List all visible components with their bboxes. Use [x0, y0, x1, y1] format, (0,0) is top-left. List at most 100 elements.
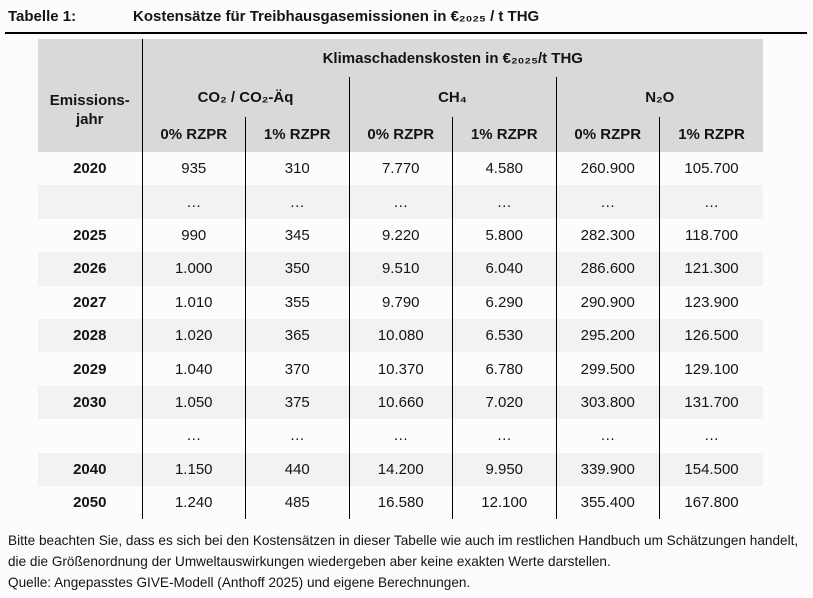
value-cell: 9.220	[348, 218, 453, 253]
value-cell: 10.370	[348, 352, 453, 386]
table-row: 2020 935 310 7.770 4.580 260.900 105.700	[38, 152, 764, 186]
value-cell: 1.020	[174, 327, 213, 345]
value-cell: 12.100	[452, 485, 556, 520]
group-header: CH₄	[348, 77, 556, 117]
value-cell: 1.150	[174, 460, 213, 478]
value-cell: 1.240	[174, 494, 213, 512]
value-cell: 355	[245, 285, 349, 319]
value-cell: 375	[245, 385, 349, 420]
value-cell: 350	[245, 252, 349, 286]
source-note: Quelle: Angepasstes GIVE-Modell (Anthoff…	[8, 575, 471, 591]
table-caption-label: Tabelle 1:	[8, 8, 77, 25]
value-cell: 14.200	[348, 452, 453, 486]
value-cell: …	[186, 193, 202, 211]
value-cell: 6.530	[452, 318, 556, 353]
value-cell: 131.700	[659, 385, 764, 420]
subheader-cell: 0% RZPR	[141, 117, 246, 152]
value-cell: 1.040	[174, 360, 213, 378]
value-cell: 310	[245, 152, 349, 186]
subheader-cell: 0% RZPR	[348, 117, 453, 152]
value-cell: 6.780	[452, 352, 556, 386]
value-cell: …	[245, 419, 349, 453]
table-notes: Bitte beachten Sie, dass es sich bei den…	[8, 530, 805, 593]
value-cell: 167.800	[659, 485, 764, 520]
value-cell: 485	[245, 485, 349, 520]
value-cell: …	[555, 185, 660, 219]
header-row-groups: CO₂ / CO₂-Äq CH₄ N₂O	[38, 77, 764, 117]
disclaimer-note: Bitte beachten Sie, dass es sich bei den…	[8, 533, 799, 570]
year-cell: 2040	[38, 452, 143, 486]
value-cell: 303.800	[555, 385, 660, 420]
year-cell	[38, 419, 143, 453]
value-cell: 990	[181, 226, 207, 244]
table-row: 2026 1.000 350 9.510 6.040 286.600 121.300	[38, 252, 764, 286]
year-cell: 2020	[38, 152, 143, 186]
span-header: Klimaschadenskosten in €₂₀₂₅/t THG	[142, 39, 764, 77]
value-cell: 6.040	[452, 252, 556, 286]
year-cell: 2026	[38, 252, 143, 286]
value-cell: 126.500	[659, 318, 764, 353]
table-row: 2029 1.040 370 10.370 6.780 299.500 129.100	[38, 352, 764, 386]
table-row: ………………	[38, 185, 764, 219]
table-header: Emissions- jahr Klimaschadenskosten in €…	[38, 39, 764, 152]
year-column-header-line2: jahr	[75, 110, 104, 128]
group-header: CO₂ / CO₂-Äq	[141, 77, 349, 117]
table-caption-title: Kostensätze für Treibhausgasemissionen i…	[133, 8, 540, 25]
subheader-cell: 1% RZPR	[659, 117, 764, 152]
value-cell: 7.020	[452, 385, 556, 420]
year-column-header-line1: Emissions-	[49, 91, 130, 109]
value-cell: …	[245, 185, 349, 219]
value-cell: 154.500	[659, 452, 764, 486]
value-cell: …	[452, 419, 556, 453]
value-cell: 1.050	[174, 393, 213, 411]
value-cell: 345	[245, 218, 349, 253]
header-row-subheaders: 0% RZPR 1% RZPR 0% RZPR 1% RZPR 0% RZPR 1% RZ…	[38, 117, 764, 152]
year-cell	[38, 185, 143, 219]
table-body: 2020 935 310 7.770 4.580 260.900 105.700…………………	[38, 152, 764, 520]
value-cell: 9.510	[348, 252, 453, 286]
table-row: 2028 1.020 365 10.080 6.530 295.200 126.500	[38, 318, 764, 353]
value-cell: …	[555, 419, 660, 453]
value-cell: 9.790	[348, 285, 453, 319]
subheader-cell: 0% RZPR	[555, 117, 660, 152]
value-cell: 365	[245, 318, 349, 353]
value-cell: 5.800	[452, 218, 556, 253]
year-cell: 2029	[38, 352, 143, 386]
value-cell: 123.900	[659, 285, 764, 319]
value-cell: 129.100	[659, 352, 764, 386]
value-cell: 121.300	[659, 252, 764, 286]
year-cell: 2030	[38, 385, 143, 420]
subheader-cell: 1% RZPR	[452, 117, 556, 152]
group-header: N₂O	[555, 77, 764, 117]
value-cell: 10.080	[348, 318, 453, 353]
value-cell: 6.290	[452, 285, 556, 319]
value-cell: 299.500	[555, 352, 660, 386]
value-cell: 9.950	[452, 452, 556, 486]
value-cell: 118.700	[659, 218, 764, 253]
table-row: 2040 1.150 440 14.200 9.950 339.900 154.500	[38, 452, 764, 486]
value-cell: 7.770	[348, 152, 453, 186]
value-cell: …	[659, 185, 764, 219]
year-column-header: Emissions- jahr	[38, 39, 143, 152]
cost-rates-table: Emissions- jahr Klimaschadenskosten in €…	[38, 39, 764, 520]
value-cell: 16.580	[348, 485, 453, 520]
year-cell: 2028	[38, 318, 143, 353]
subheader-cell: 1% RZPR	[245, 117, 349, 152]
header-row-span: Emissions- jahr Klimaschadenskosten in €…	[38, 39, 764, 152]
year-cell: 2025	[38, 218, 143, 253]
value-cell: 355.400	[555, 485, 660, 520]
value-cell: …	[186, 427, 202, 445]
value-cell: 440	[245, 452, 349, 486]
value-cell: …	[659, 419, 764, 453]
value-cell: …	[452, 185, 556, 219]
value-cell: 260.900	[555, 152, 660, 186]
value-cell: 10.660	[348, 385, 453, 420]
caption-rule	[5, 32, 807, 34]
year-cell: 2050	[38, 485, 143, 520]
value-cell: 4.580	[452, 152, 556, 186]
value-cell: 282.300	[555, 218, 660, 253]
value-cell: 286.600	[555, 252, 660, 286]
table-row: 2025 990 345 9.220 5.800 282.300 118.700	[38, 218, 764, 253]
table-row: 2027 1.010 355 9.790 6.290 290.900 123.900	[38, 285, 764, 319]
